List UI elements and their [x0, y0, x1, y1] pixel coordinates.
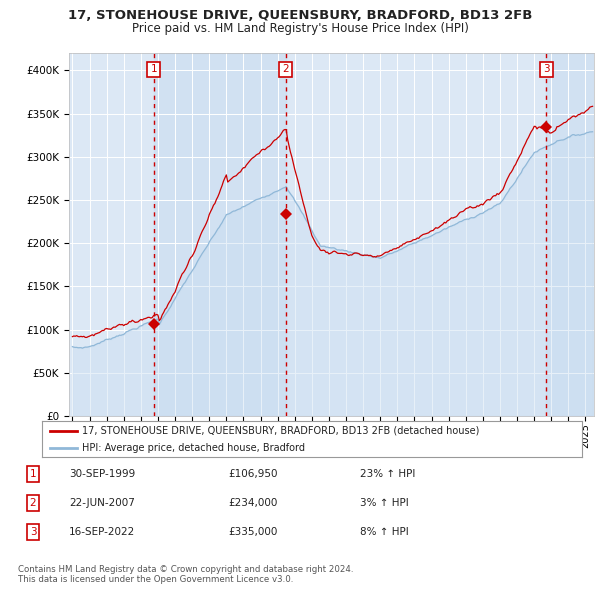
Bar	[546, 53, 594, 416]
Text: £106,950: £106,950	[228, 470, 277, 479]
Text: Price paid vs. HM Land Registry's House Price Index (HPI): Price paid vs. HM Land Registry's House …	[131, 22, 469, 35]
Bar	[154, 53, 286, 416]
Text: 2: 2	[29, 499, 37, 508]
Text: HPI: Average price, detached house, Bradford: HPI: Average price, detached house, Brad…	[83, 443, 305, 453]
Text: 30-SEP-1999: 30-SEP-1999	[69, 470, 135, 479]
Text: £234,000: £234,000	[228, 499, 277, 508]
Text: Contains HM Land Registry data © Crown copyright and database right 2024.: Contains HM Land Registry data © Crown c…	[18, 565, 353, 574]
Text: 17, STONEHOUSE DRIVE, QUEENSBURY, BRADFORD, BD13 2FB: 17, STONEHOUSE DRIVE, QUEENSBURY, BRADFO…	[68, 9, 532, 22]
Text: 8% ↑ HPI: 8% ↑ HPI	[360, 527, 409, 537]
Text: 22-JUN-2007: 22-JUN-2007	[69, 499, 135, 508]
Text: 23% ↑ HPI: 23% ↑ HPI	[360, 470, 415, 479]
Text: £335,000: £335,000	[228, 527, 277, 537]
Text: 3% ↑ HPI: 3% ↑ HPI	[360, 499, 409, 508]
Text: 2: 2	[283, 64, 289, 74]
Text: 16-SEP-2022: 16-SEP-2022	[69, 527, 135, 537]
Text: 3: 3	[543, 64, 550, 74]
Text: 17, STONEHOUSE DRIVE, QUEENSBURY, BRADFORD, BD13 2FB (detached house): 17, STONEHOUSE DRIVE, QUEENSBURY, BRADFO…	[83, 425, 480, 435]
Text: 1: 1	[29, 470, 37, 479]
Text: This data is licensed under the Open Government Licence v3.0.: This data is licensed under the Open Gov…	[18, 575, 293, 584]
Text: 1: 1	[151, 64, 157, 74]
Text: 3: 3	[29, 527, 37, 537]
